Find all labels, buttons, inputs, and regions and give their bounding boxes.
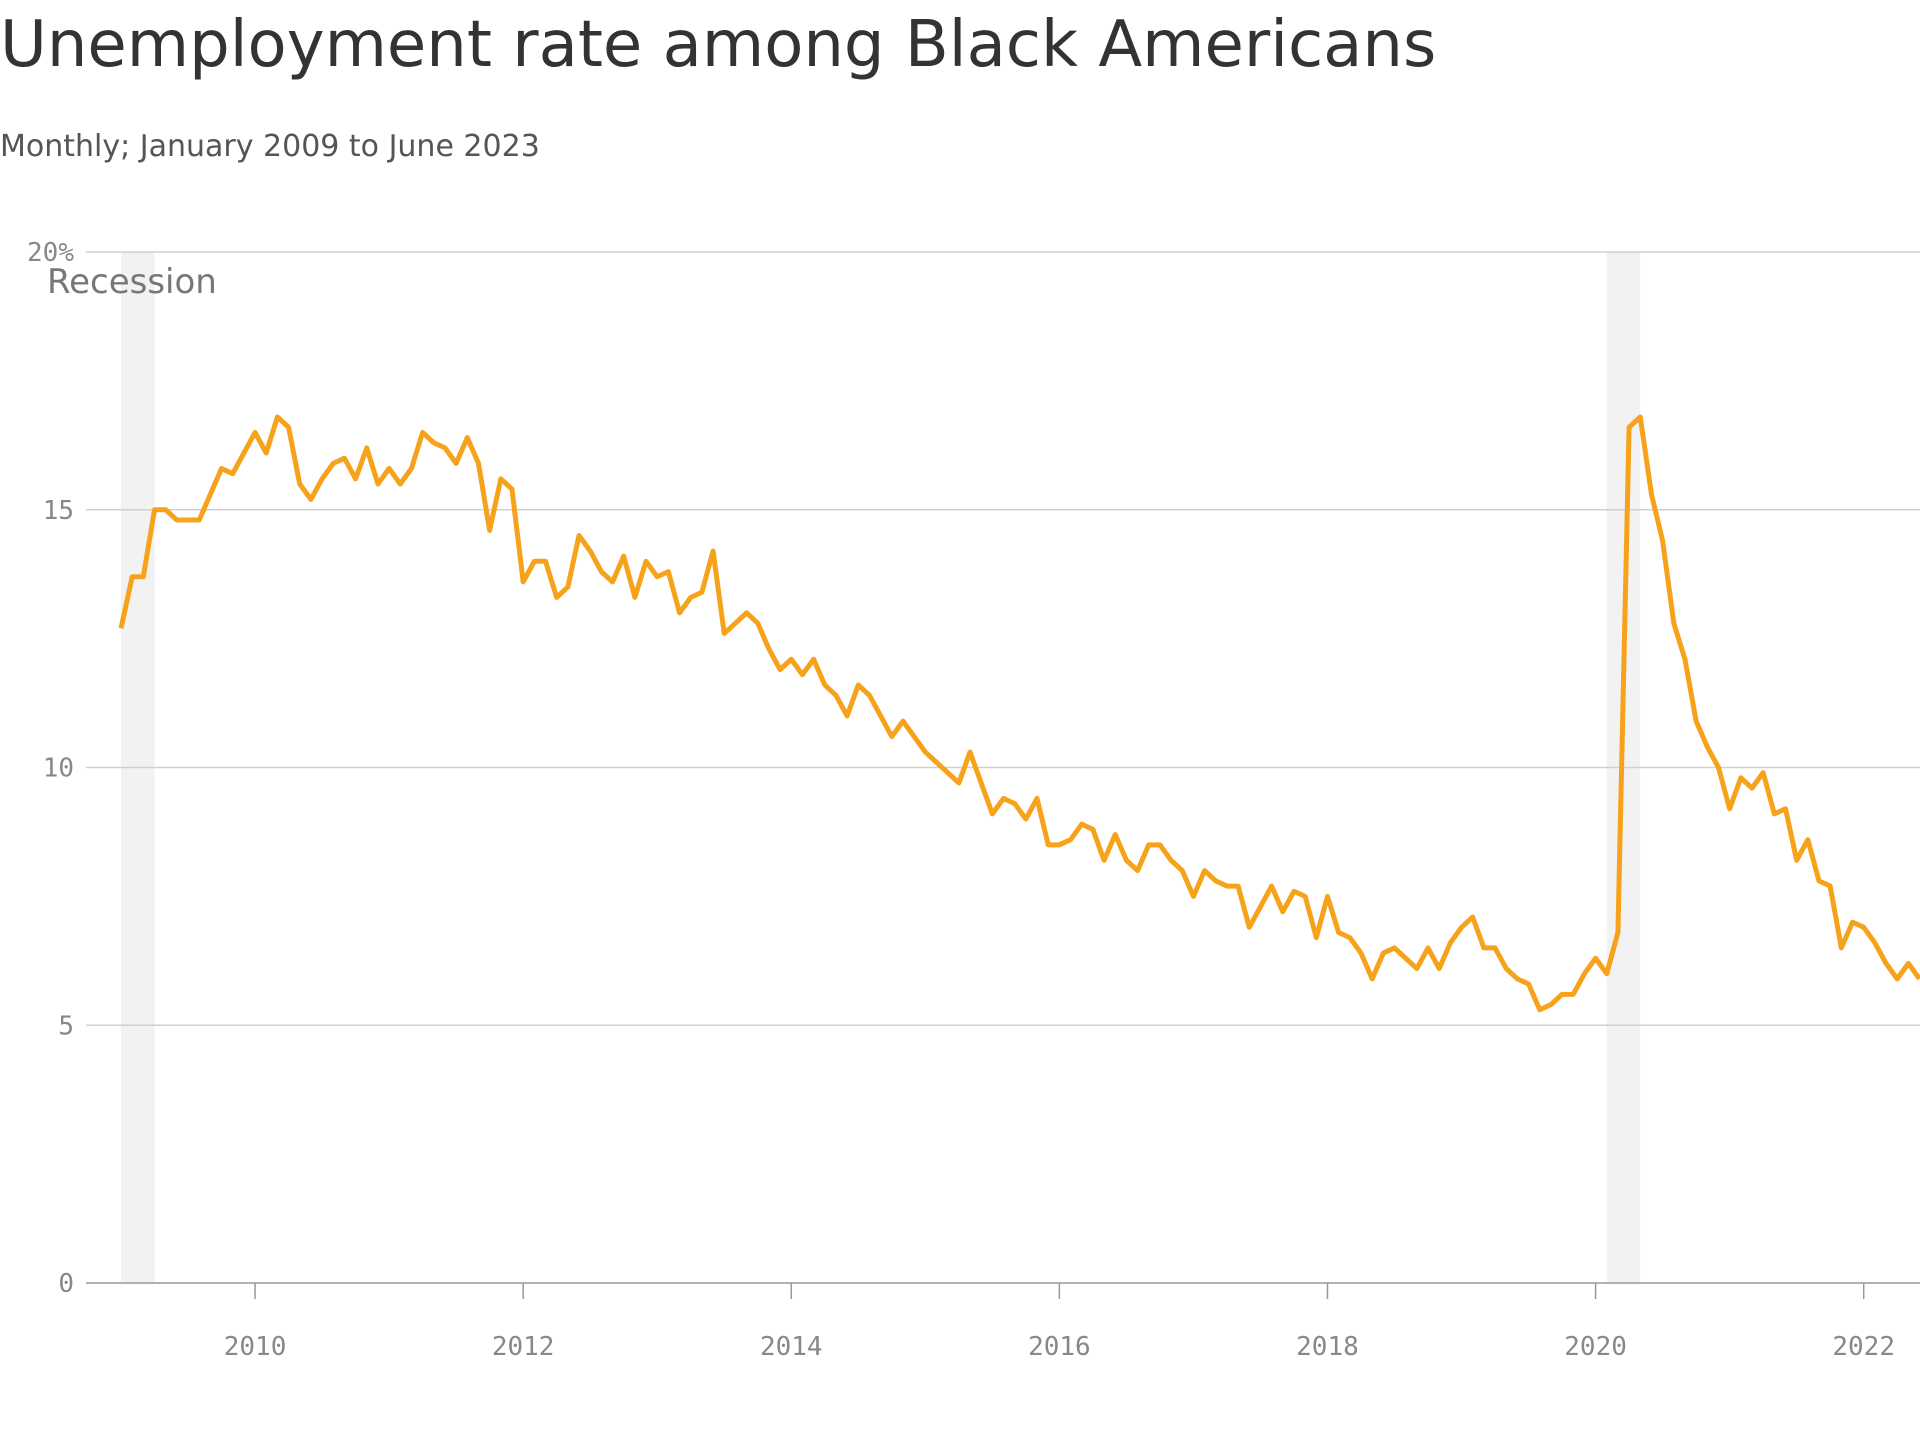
y-tick-label: 15	[43, 496, 74, 526]
x-tick-label: 2014	[760, 1332, 823, 1362]
recession-label: Recession	[47, 262, 217, 302]
y-tick-label: 20%	[27, 238, 74, 268]
y-tick-label: 10	[43, 754, 74, 784]
x-tick-label: 2020	[1564, 1332, 1627, 1362]
y-tick-label: 5	[58, 1011, 74, 1041]
x-tick-label: 2012	[492, 1332, 555, 1362]
x-tick-label: 2022	[1832, 1332, 1895, 1362]
x-tick-label: 2018	[1296, 1332, 1359, 1362]
chart-subtitle: Monthly; January 2009 to June 2023	[0, 129, 540, 164]
data-line	[118, 414, 1920, 1013]
chart-title: Unemployment rate among Black Americans	[0, 8, 1436, 82]
x-tick-label: 2016	[1028, 1332, 1091, 1362]
x-tick-label: 2010	[224, 1332, 287, 1362]
y-tick-label: 0	[58, 1269, 74, 1299]
